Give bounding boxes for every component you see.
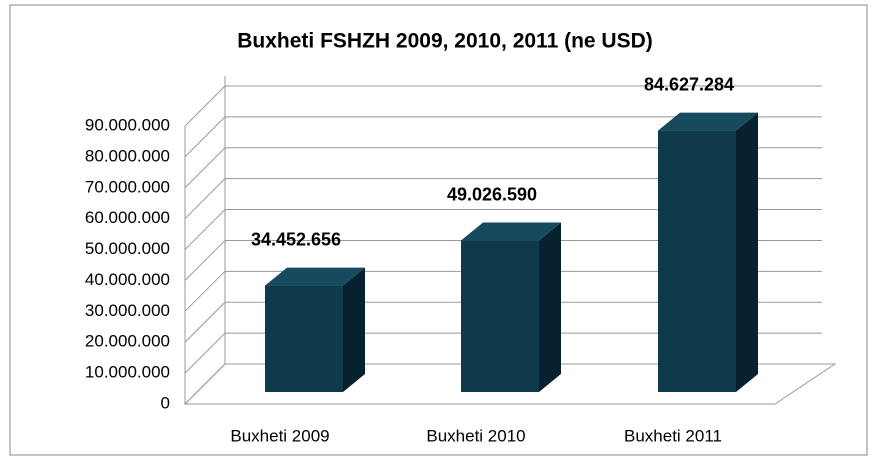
- bar: [265, 285, 343, 392]
- x-tick-label: Buxheti 2010: [426, 426, 525, 445]
- data-label: 84.627.284: [644, 74, 734, 94]
- bar-top: [265, 267, 365, 286]
- grid-line: [184, 363, 822, 405]
- x-tick-label: Buxheti 2009: [230, 426, 329, 445]
- bar: [461, 240, 539, 392]
- chart-title: Buxheti FSHZH 2009, 2010, 2011 (ne USD): [237, 30, 653, 53]
- bar-side: [343, 267, 365, 392]
- y-tick-label: 60.000.000: [85, 208, 170, 227]
- y-tick-label: 80.000.000: [85, 146, 170, 165]
- y-tick-label: 0: [161, 393, 170, 412]
- data-label: 34.452.656: [251, 229, 341, 249]
- x-tick-label: Buxheti 2011: [624, 426, 722, 445]
- grid-line: [184, 270, 822, 312]
- y-tick-label: 20.000.000: [85, 332, 170, 351]
- y-tick-label: 50.000.000: [85, 239, 170, 258]
- bar-side: [736, 112, 758, 392]
- grid-line: [184, 147, 822, 189]
- bar-top: [461, 222, 561, 241]
- grid-line: [184, 301, 822, 343]
- grid-line: [184, 209, 822, 250]
- y-tick-label: 30.000.000: [85, 301, 170, 320]
- grid-line: [184, 85, 822, 127]
- bar-side: [539, 222, 561, 392]
- data-label: 49.026.590: [447, 184, 537, 204]
- y-tick-label: 10.000.000: [85, 363, 170, 382]
- grid-line: [184, 332, 822, 374]
- y-tick-label: 70.000.000: [85, 177, 170, 196]
- y-tick-label: 90.000.000: [85, 115, 170, 134]
- grid-line: [184, 116, 822, 158]
- y-tick-label: 40.000.000: [85, 270, 170, 289]
- grid-line: [184, 239, 822, 281]
- bar-top: [658, 112, 758, 131]
- grid-line: [184, 178, 822, 220]
- bar: [658, 130, 736, 393]
